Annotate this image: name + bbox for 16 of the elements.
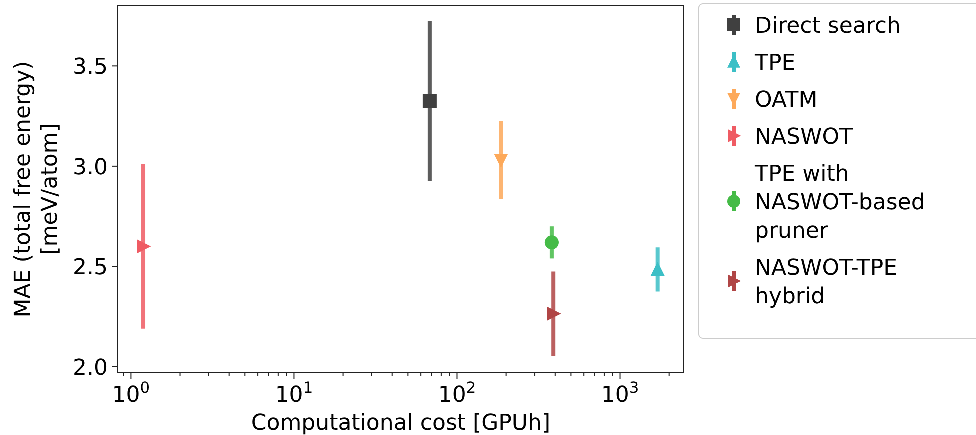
legend-label: NASWOT: [755, 125, 854, 150]
legend-label: TPE: [754, 51, 796, 76]
y-axis-title: MAE (total free energy) [meV/atom]: [11, 61, 63, 318]
x-tick-label: 10$^{0}$: [112, 379, 150, 408]
legend-label: NASWOT-TPE hybrid: [755, 256, 898, 310]
y-tick-label: 3.0: [73, 155, 108, 180]
x-tick-label: 10$^{1}$: [275, 379, 314, 408]
y-tick-label: 2.5: [73, 256, 108, 281]
x-tick-label: 10$^{3}$: [601, 379, 640, 408]
legend-label: Direct search: [755, 14, 901, 39]
legend-label: TPE with NASWOT-based pruner: [754, 162, 926, 244]
y-tick-label: 3.5: [73, 55, 108, 80]
legend-label: OATM: [755, 88, 818, 113]
y-tick-label: 2.0: [73, 356, 108, 381]
x-tick-label: 10$^{2}$: [438, 379, 476, 408]
x-axis-title: Computational cost [GPUh]: [251, 411, 551, 435]
